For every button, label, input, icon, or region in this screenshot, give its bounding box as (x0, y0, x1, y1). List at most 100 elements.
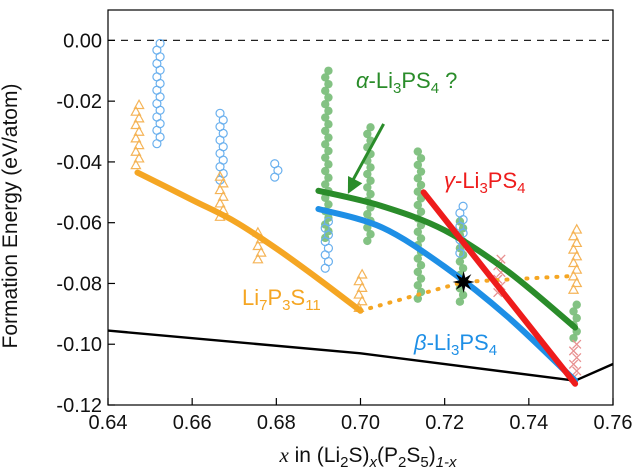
scatter-point-circle (324, 173, 333, 182)
scatter-point-triangle (571, 223, 583, 234)
scatter-point-triangle (130, 159, 142, 170)
scatter-point-circle (366, 189, 375, 199)
scatter-point-circle (572, 300, 581, 309)
axes-layer: 0.64 0.66 0.68 0.70 0.72 0.74 0.76 0.00 -0.02 -0.… (56, 9, 633, 434)
scatter-point-circle (413, 281, 423, 290)
scatter-point-triangle (567, 230, 580, 241)
scatter-point-cross (572, 352, 582, 363)
y-tick-label: -0.04 (56, 152, 102, 174)
scatter-point-triangle (255, 246, 267, 257)
scatter-point-triangle (356, 268, 368, 279)
scatter-point-triangle (567, 243, 580, 254)
markers-layer (347, 123, 475, 293)
y-tick-label: -0.10 (56, 334, 102, 356)
scatter-point-circle (321, 99, 330, 109)
scatter-point-cross (568, 346, 579, 356)
scatter-point-circle (413, 160, 423, 170)
scatter-point-circle (321, 126, 330, 136)
scatter-point-triangle (567, 283, 580, 294)
scatter-point-circle (413, 187, 423, 196)
scatter-point-triangle (130, 132, 142, 143)
curves-layer (134, 169, 579, 387)
scatter-point-circle (324, 66, 333, 75)
scatter-point-circle (458, 201, 468, 211)
series-beta-li3ps4-curve (315, 206, 579, 384)
scatter-point-triangle (252, 253, 264, 264)
scatter-point-circle (363, 183, 372, 192)
scatter-point-cross (572, 339, 582, 349)
scatter-point-circle (324, 79, 333, 89)
scatter-point-cross (568, 359, 579, 369)
scatter-point-circle (363, 236, 372, 246)
arrow-shaft (349, 123, 385, 185)
scatter-point-triangle (571, 236, 583, 248)
scatter-point-circle (324, 93, 333, 102)
x-tick-label: 0.64 (89, 412, 128, 434)
scatter-point-circle (324, 133, 333, 142)
scatter-point-circle (416, 261, 426, 270)
series-li7p3s11-dotted (358, 273, 578, 313)
scatter-point-circle (324, 200, 333, 209)
scatter-point-triangle (571, 263, 583, 274)
scatter-point-circle (413, 200, 423, 210)
scatter-point-circle (323, 216, 334, 227)
scatter-point-circle (324, 146, 333, 156)
scatter-point-circle (270, 159, 280, 169)
scatter-point-triangle (130, 145, 142, 156)
annotation-li7p3s11: Li7P3S11 (242, 285, 321, 314)
scatter-point-circle (455, 257, 465, 266)
scatter-point-circle (321, 86, 330, 96)
y-tick-label: -0.06 (56, 213, 102, 235)
scatter-point-triangle (353, 275, 365, 286)
scatter-point-circle (363, 169, 372, 179)
scatter-point-triangle (133, 98, 145, 110)
scatter-point-triangle (252, 239, 264, 251)
x-tick-label: 0.70 (341, 412, 380, 434)
scatter-point-circle (366, 230, 375, 239)
scatter-point-circle (416, 167, 426, 176)
y-tick-label: -0.02 (56, 91, 102, 113)
scatter-point-circle (413, 147, 423, 156)
scatter-point-circle (321, 113, 330, 122)
annotation-gamma-li3ps4: γ-Li3PS4 (444, 168, 526, 197)
scatter-point-circle (455, 297, 465, 306)
scatter-point-circle (413, 294, 423, 303)
x-axis-title: x in (Li2S)x(P2S5)1-x (278, 443, 457, 471)
scatter-point-circle (215, 108, 225, 118)
scatter-point-circle (155, 38, 165, 49)
scatter-point-triangle (567, 256, 580, 268)
scatter-point-circle (569, 307, 578, 316)
scatter-point-circle (458, 290, 468, 300)
x-tick-label: 0.68 (257, 412, 296, 434)
series-li7p3s11-curve (134, 169, 364, 314)
scatter-point-circle (321, 153, 330, 162)
star-marker-icon (452, 270, 475, 293)
scatter-point-triangle (571, 250, 583, 261)
x-tick-label: 0.74 (509, 412, 548, 434)
scatter-point-circle (366, 176, 375, 185)
x-tick-label: 0.76 (594, 412, 633, 434)
scatter-point-circle (413, 267, 423, 277)
scatter-point-triangle (214, 197, 226, 208)
scatter-point-circle (324, 160, 333, 169)
scatter-point-circle (569, 333, 578, 343)
scatter-point-triangle (571, 277, 583, 288)
scatter-point-circle (363, 209, 372, 219)
series-gamma-li3ps4-line (420, 189, 579, 387)
scatter-point-circle (413, 174, 423, 183)
scatter-point-triangle (133, 112, 145, 123)
annotation-alpha-li3ps4: α-Li3PS4 ? (356, 68, 457, 97)
scatter-point-circle (321, 140, 330, 149)
scatter-point-circle (324, 120, 333, 129)
scatter-point-triangle (217, 177, 229, 188)
scatter-point-circle (458, 264, 468, 273)
scatter-point-triangle (130, 105, 142, 116)
y-tick-label: -0.12 (56, 395, 102, 417)
scatter-point-triangle (133, 125, 145, 136)
scatter-point-circle (416, 207, 426, 216)
convex-hull-line (107, 329, 614, 382)
scatter-point-circle (572, 313, 581, 323)
scatter-point-triangle (217, 190, 229, 201)
scatter-point-triangle (356, 281, 368, 292)
